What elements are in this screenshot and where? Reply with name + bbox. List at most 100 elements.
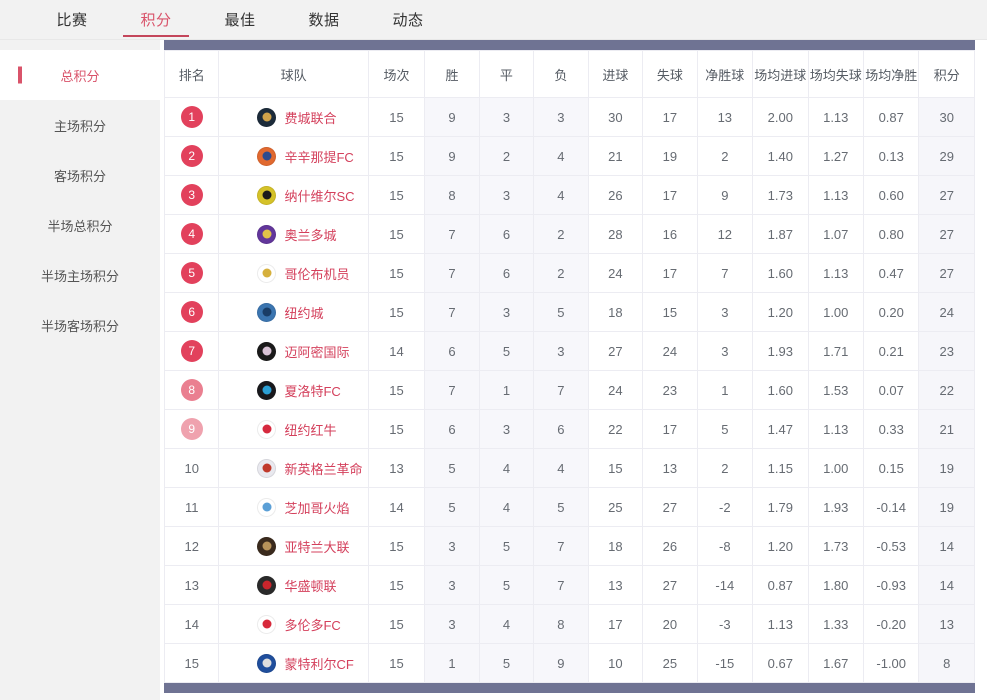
- cell-wins: 7: [424, 253, 480, 293]
- cell-rank: 7: [163, 331, 220, 371]
- table-row[interactable]: 2 辛辛那提FC 15 9 2 4 21 19 2 1.40 1.27 0.13 29: [163, 136, 975, 176]
- cell-team: 纳什维尔SC: [218, 175, 369, 215]
- cell-goal-diff: -2: [696, 487, 754, 527]
- cell-wins: 7: [424, 292, 480, 332]
- cell-wins: 3: [424, 565, 480, 605]
- cell-goals-for: 21: [587, 136, 644, 176]
- sidebar-item-label: 主场积分: [53, 118, 106, 134]
- sidebar-item-home-points[interactable]: 主场积分: [0, 100, 160, 150]
- sidebar-item-away-points[interactable]: 客场积分: [0, 150, 160, 200]
- cell-avg-goals-for: 1.15: [752, 448, 809, 488]
- team-name-link[interactable]: 亚特兰大联: [284, 539, 350, 555]
- table-row[interactable]: 12 亚特兰大联 15 3 5 7 18 26 -8 1.20 1.73 -0.53 14: [163, 526, 975, 566]
- cell-goal-diff: 2: [696, 448, 754, 488]
- team-cell: 蒙特利尔CF: [220, 645, 367, 682]
- sidebar-item-halftime-total-points[interactable]: 半场总积分: [0, 200, 160, 250]
- column-header-goal-diff[interactable]: 净胜球: [696, 50, 754, 98]
- sidebar-item-halftime-away-points[interactable]: 半场客场积分: [0, 300, 160, 350]
- column-header-team[interactable]: 球队: [218, 50, 369, 98]
- table-row[interactable]: 3 纳什维尔SC 15 8 3 4 26 17 9 1.73 1.13 0.60 27: [163, 175, 975, 215]
- cell-points: 22: [918, 370, 975, 410]
- cell-losses: 9: [533, 643, 589, 683]
- team-name-link[interactable]: 哥伦布机员: [284, 266, 350, 282]
- team-logo-icon: [257, 653, 277, 673]
- cell-goal-diff: 13: [696, 97, 754, 137]
- team-name-link[interactable]: 纽约城: [284, 305, 324, 321]
- cell-avg-goals-against: 1.80: [807, 565, 864, 605]
- tab-standings[interactable]: 积分: [114, 0, 198, 39]
- team-cell: 夏洛特FC: [220, 372, 367, 409]
- tab-best[interactable]: 最佳: [224, 12, 256, 29]
- column-header-avg-goals-for[interactable]: 场均进球: [752, 50, 809, 98]
- table-row[interactable]: 1 费城联合 15 9 3 3 30 17 13 2.00 1.13 0.87 30: [163, 97, 975, 137]
- tab-news[interactable]: 动态: [392, 12, 424, 29]
- table-row[interactable]: 11 芝加哥火焰 14 5 4 5 25 27 -2 1.79 1.93 -0.14 19: [163, 487, 975, 527]
- column-header-goals-against[interactable]: 失球: [642, 50, 698, 98]
- team-name-link[interactable]: 奥兰多城: [284, 227, 337, 243]
- team-name-link[interactable]: 夏洛特FC: [284, 383, 341, 399]
- table-row[interactable]: 14 多伦多FC 15 3 4 8 17 20 -3 1.13 1.33 -0.20 13: [163, 604, 975, 644]
- tab-matches[interactable]: 比赛: [56, 12, 88, 29]
- cell-draws: 1: [478, 370, 535, 410]
- team-name-link[interactable]: 迈阿密国际: [284, 344, 350, 360]
- table-row[interactable]: 15 蒙特利尔CF 15 1 5 9 10 25 -15 0.67 1.67 -1.00 8: [163, 643, 975, 683]
- cell-rank: 1: [163, 97, 220, 137]
- column-header-losses[interactable]: 负: [533, 50, 589, 98]
- column-header-draws[interactable]: 平: [478, 50, 535, 98]
- tab-stats[interactable]: 数据: [308, 12, 340, 29]
- table-row[interactable]: 4 奥兰多城 15 7 6 2 28 16 12 1.87 1.07 0.80 27: [163, 214, 975, 254]
- column-header-wins[interactable]: 胜: [424, 50, 480, 98]
- team-name-link[interactable]: 纽约红牛: [284, 422, 337, 438]
- rank-badge: 1: [180, 106, 203, 128]
- team-name-link[interactable]: 新英格兰革命: [284, 461, 363, 477]
- cell-losses: 7: [533, 370, 589, 410]
- team-name-link[interactable]: 费城联合: [284, 110, 337, 126]
- cell-goals-against: 17: [642, 409, 698, 449]
- standings-table: 排名 球队 场次 胜 平 负 进球 失球 净胜球 场均进球 场均失球 场均净胜 …: [163, 50, 975, 683]
- cell-avg-goal-diff: -0.93: [862, 565, 920, 605]
- column-header-rank[interactable]: 排名: [163, 50, 220, 98]
- cell-team: 亚特兰大联: [218, 526, 369, 566]
- column-header-avg-goal-diff[interactable]: 场均净胜: [862, 50, 920, 98]
- team-logo-inner: [262, 229, 272, 239]
- team-cell: 纳什维尔SC: [220, 177, 367, 214]
- table-row[interactable]: 13 华盛顿联 15 3 5 7 13 27 -14 0.87 1.80 -0.93 14: [163, 565, 975, 605]
- sidebar-item-total-points[interactable]: 总积分: [0, 50, 160, 100]
- team-cell: 芝加哥火焰: [220, 489, 367, 526]
- column-header-played[interactable]: 场次: [367, 50, 426, 98]
- team-name-link[interactable]: 蒙特利尔CF: [284, 656, 354, 672]
- table-row[interactable]: 9 纽约红牛 15 6 3 6 22 17 5 1.47 1.13 0.33 21: [163, 409, 975, 449]
- cell-goals-for: 22: [587, 409, 644, 449]
- sidebar-item-halftime-home-points[interactable]: 半场主场积分: [0, 250, 160, 300]
- table-row[interactable]: 7 迈阿密国际 14 6 5 3 27 24 3 1.93 1.71 0.21 23: [163, 331, 975, 371]
- table-row[interactable]: 8 夏洛特FC 15 7 1 7 24 23 1 1.60 1.53 0.07 22: [163, 370, 975, 410]
- cell-avg-goals-against: 1.53: [807, 370, 864, 410]
- column-header-points[interactable]: 积分: [918, 50, 975, 98]
- cell-goals-for: 13: [587, 565, 644, 605]
- team-name-link[interactable]: 辛辛那提FC: [284, 149, 354, 165]
- cell-wins: 7: [424, 214, 480, 254]
- team-name-link[interactable]: 芝加哥火焰: [284, 500, 350, 516]
- column-header-avg-goals-against[interactable]: 场均失球: [807, 50, 864, 98]
- table-row[interactable]: 5 哥伦布机员 15 7 6 2 24 17 7 1.60 1.13 0.47 27: [163, 253, 975, 293]
- column-header-goals-for[interactable]: 进球: [587, 50, 644, 98]
- cell-avg-goals-against: 1.13: [807, 409, 864, 449]
- sidebar-item-label: 总积分: [60, 68, 100, 84]
- team-logo-inner: [262, 658, 272, 668]
- team-cell: 费城联合: [220, 99, 367, 136]
- page-body: 总积分 主场积分 客场积分 半场总积分 半场主场积分 半场客场积分 排名 球队 …: [0, 40, 987, 700]
- cell-goals-against: 27: [642, 565, 698, 605]
- cell-draws: 6: [478, 214, 535, 254]
- team-name-link[interactable]: 多伦多FC: [284, 617, 341, 633]
- table-row[interactable]: 10 新英格兰革命 13 5 4 4 15 13 2 1.15 1.00 0.15 19: [163, 448, 975, 488]
- cell-draws: 5: [478, 526, 535, 566]
- team-name-link[interactable]: 纳什维尔SC: [284, 188, 355, 204]
- table-row[interactable]: 6 纽约城 15 7 3 5 18 15 3 1.20 1.00 0.20 24: [163, 292, 975, 332]
- cell-avg-goals-against: 1.13: [807, 175, 864, 215]
- team-name-link[interactable]: 华盛顿联: [284, 578, 337, 594]
- cell-team: 蒙特利尔CF: [218, 643, 369, 683]
- cell-draws: 3: [478, 409, 535, 449]
- cell-goals-against: 15: [642, 292, 698, 332]
- cell-team: 奥兰多城: [218, 214, 369, 254]
- sidebar-item-label: 半场总积分: [47, 218, 113, 234]
